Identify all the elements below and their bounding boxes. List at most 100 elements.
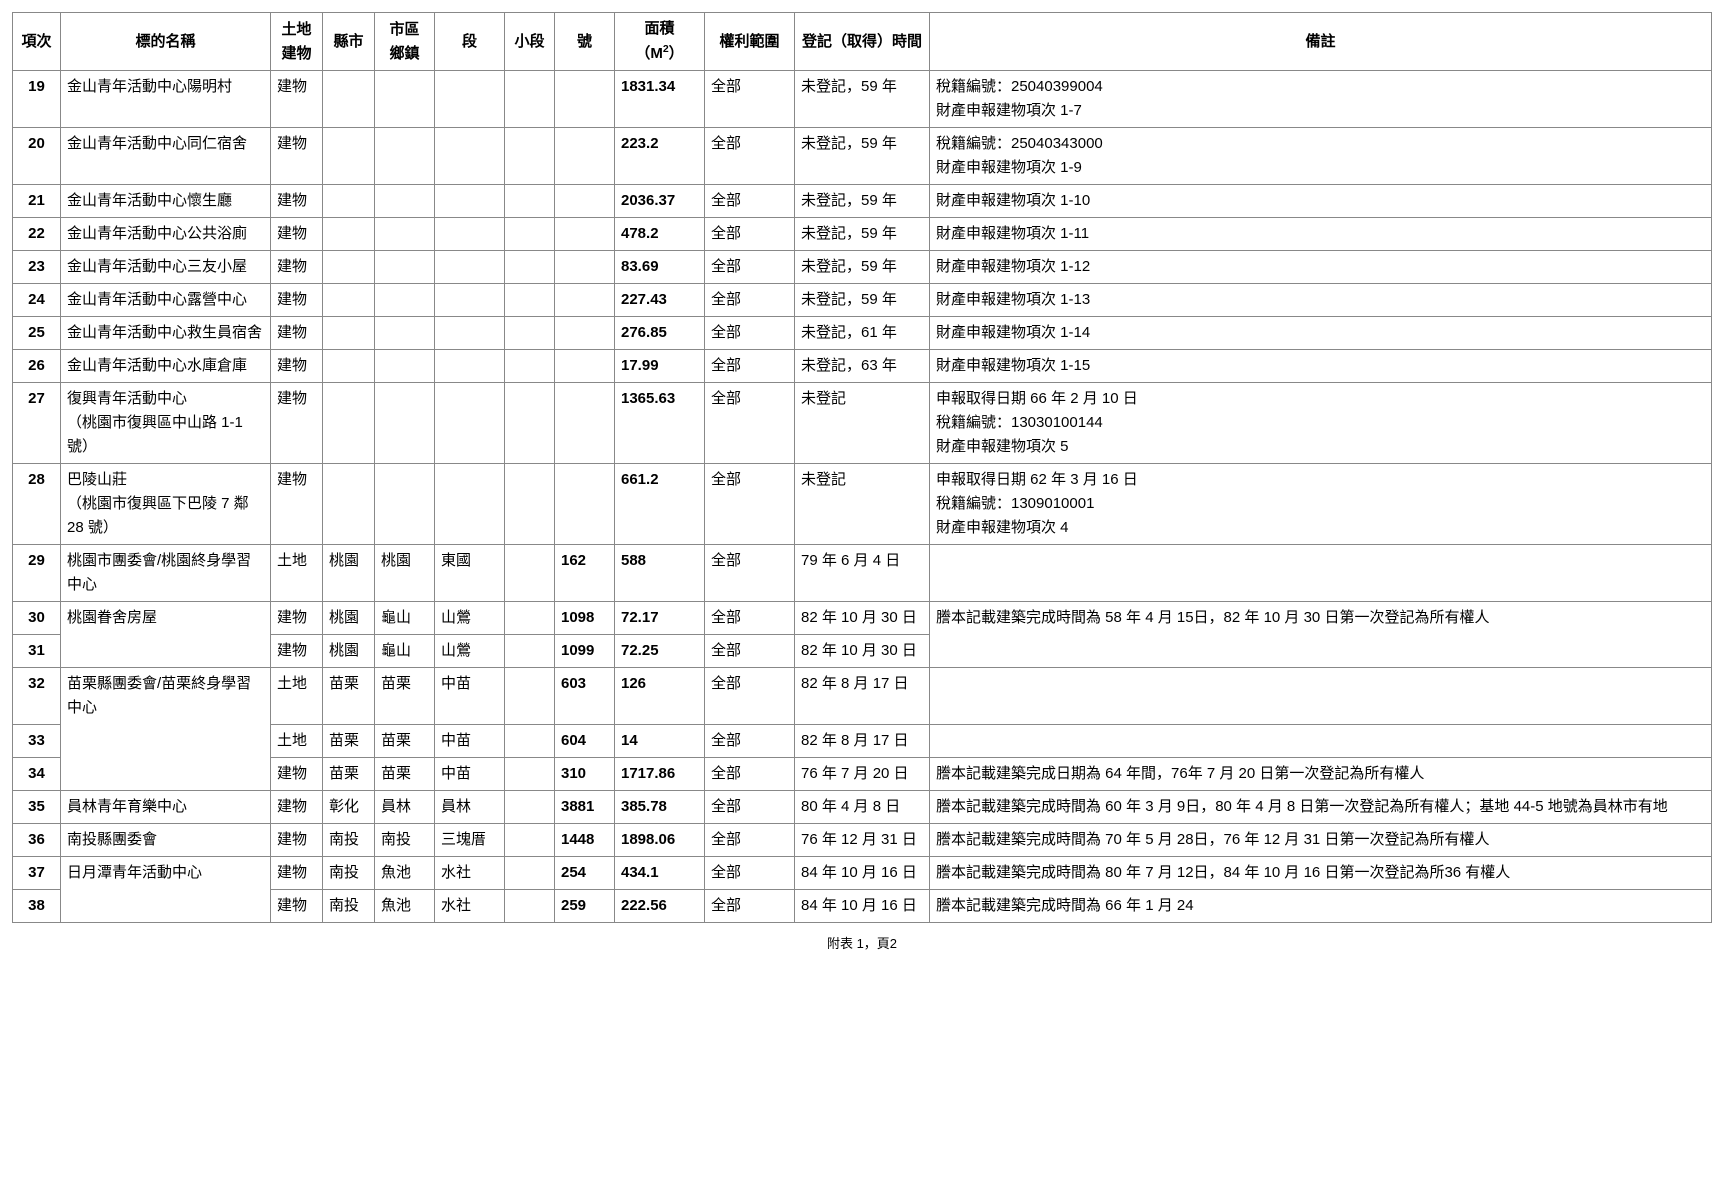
- cell-type: 土地: [271, 668, 323, 725]
- cell-type: 建物: [271, 218, 323, 251]
- cell-remark: 謄本記載建築完成時間為 58 年 4 月 15日，82 年 10 月 30 日第…: [930, 602, 1712, 635]
- cell-no: 1448: [555, 824, 615, 857]
- cell-county: [323, 71, 375, 128]
- cell-county: 苗栗: [323, 758, 375, 791]
- cell-section: 山鶯: [435, 635, 505, 668]
- cell-name: [61, 725, 271, 758]
- cell-county: 苗栗: [323, 668, 375, 725]
- cell-sub: [505, 284, 555, 317]
- cell-county: 南投: [323, 824, 375, 857]
- table-row: 30桃園眷舍房屋建物桃園龜山山鶯109872.17全部82 年 10 月 30 …: [13, 602, 1712, 635]
- table-row: 37日月潭青年活動中心建物南投魚池水社254434.1全部84 年 10 月 1…: [13, 857, 1712, 890]
- cell-type: 建物: [271, 128, 323, 185]
- cell-town: [375, 383, 435, 464]
- cell-name: 苗栗縣團委會/苗栗終身學習中心: [61, 668, 271, 725]
- cell-type: 建物: [271, 251, 323, 284]
- hdr-remark: 備註: [930, 13, 1712, 71]
- cell-remark: [930, 545, 1712, 602]
- cell-idx: 38: [13, 890, 61, 923]
- cell-type: 土地: [271, 725, 323, 758]
- cell-county: 彰化: [323, 791, 375, 824]
- table-row: 27復興青年活動中心（桃園市復興區中山路 1-1號）建物1365.63全部未登記…: [13, 383, 1712, 464]
- cell-sub: [505, 317, 555, 350]
- cell-town: [375, 317, 435, 350]
- cell-no: 162: [555, 545, 615, 602]
- cell-reg: 82 年 8 月 17 日: [795, 668, 930, 725]
- cell-area: 83.69: [615, 251, 705, 284]
- cell-type: 建物: [271, 824, 323, 857]
- cell-town: 苗栗: [375, 758, 435, 791]
- cell-area: 1365.63: [615, 383, 705, 464]
- cell-idx: 27: [13, 383, 61, 464]
- cell-remark: 財產申報建物項次 1-15: [930, 350, 1712, 383]
- cell-remark: [930, 668, 1712, 725]
- cell-sub: [505, 128, 555, 185]
- cell-area: 276.85: [615, 317, 705, 350]
- cell-type: 建物: [271, 383, 323, 464]
- cell-reg: 未登記: [795, 383, 930, 464]
- cell-area: 72.25: [615, 635, 705, 668]
- cell-type: 建物: [271, 464, 323, 545]
- cell-reg: 未登記: [795, 464, 930, 545]
- table-row: 35員林青年育樂中心建物彰化員林員林3881385.78全部80 年 4 月 8…: [13, 791, 1712, 824]
- cell-remark: 稅籍編號：25040399004財產申報建物項次 1-7: [930, 71, 1712, 128]
- cell-section: 東國: [435, 545, 505, 602]
- cell-type: 建物: [271, 350, 323, 383]
- cell-scope: 全部: [705, 218, 795, 251]
- cell-idx: 20: [13, 128, 61, 185]
- table-row: 19金山青年活動中心陽明村建物1831.34全部未登記，59 年稅籍編號：250…: [13, 71, 1712, 128]
- cell-sub: [505, 602, 555, 635]
- cell-no: 310: [555, 758, 615, 791]
- cell-section: [435, 218, 505, 251]
- cell-scope: 全部: [705, 251, 795, 284]
- cell-sub: [505, 185, 555, 218]
- table-row: 33土地苗栗苗栗中苗60414全部82 年 8 月 17 日: [13, 725, 1712, 758]
- cell-name: 金山青年活動中心水庫倉庫: [61, 350, 271, 383]
- hdr-no: 號: [555, 13, 615, 71]
- cell-area: 1831.34: [615, 71, 705, 128]
- cell-idx: 25: [13, 317, 61, 350]
- table-row: 20金山青年活動中心同仁宿舍建物223.2全部未登記，59 年稅籍編號：2504…: [13, 128, 1712, 185]
- cell-county: [323, 218, 375, 251]
- cell-no: [555, 128, 615, 185]
- cell-type: 建物: [271, 602, 323, 635]
- cell-town: [375, 218, 435, 251]
- cell-no: 604: [555, 725, 615, 758]
- cell-scope: 全部: [705, 890, 795, 923]
- cell-sub: [505, 350, 555, 383]
- table-row: 28巴陵山莊（桃園市復興區下巴陵 7 鄰28 號）建物661.2全部未登記申報取…: [13, 464, 1712, 545]
- cell-idx: 32: [13, 668, 61, 725]
- cell-no: [555, 383, 615, 464]
- cell-idx: 35: [13, 791, 61, 824]
- cell-reg: 未登記，59 年: [795, 251, 930, 284]
- cell-type: 建物: [271, 758, 323, 791]
- cell-reg: 未登記，61 年: [795, 317, 930, 350]
- cell-town: [375, 185, 435, 218]
- cell-name: [61, 635, 271, 668]
- cell-name: 巴陵山莊（桃園市復興區下巴陵 7 鄰28 號）: [61, 464, 271, 545]
- cell-remark: 謄本記載建築完成時間為 80 年 7 月 12日，84 年 10 月 16 日第…: [930, 857, 1712, 890]
- cell-sub: [505, 758, 555, 791]
- cell-town: 龜山: [375, 602, 435, 635]
- cell-name: 金山青年活動中心救生員宿舍: [61, 317, 271, 350]
- cell-remark: 稅籍編號：25040343000財產申報建物項次 1-9: [930, 128, 1712, 185]
- cell-county: [323, 317, 375, 350]
- cell-scope: 全部: [705, 464, 795, 545]
- cell-section: [435, 251, 505, 284]
- cell-idx: 29: [13, 545, 61, 602]
- cell-name: 桃園眷舍房屋: [61, 602, 271, 635]
- hdr-reg: 登記（取得）時間: [795, 13, 930, 71]
- cell-county: [323, 185, 375, 218]
- cell-sub: [505, 545, 555, 602]
- cell-no: [555, 350, 615, 383]
- cell-remark: 申報取得日期 62 年 3 月 16 日稅籍編號：1309010001財產申報建…: [930, 464, 1712, 545]
- cell-no: 254: [555, 857, 615, 890]
- cell-type: 建物: [271, 185, 323, 218]
- cell-no: [555, 71, 615, 128]
- cell-no: [555, 317, 615, 350]
- cell-name: 桃園市團委會/桃園終身學習中心: [61, 545, 271, 602]
- hdr-idx: 項次: [13, 13, 61, 71]
- cell-idx: 21: [13, 185, 61, 218]
- cell-town: 桃園: [375, 545, 435, 602]
- cell-sub: [505, 635, 555, 668]
